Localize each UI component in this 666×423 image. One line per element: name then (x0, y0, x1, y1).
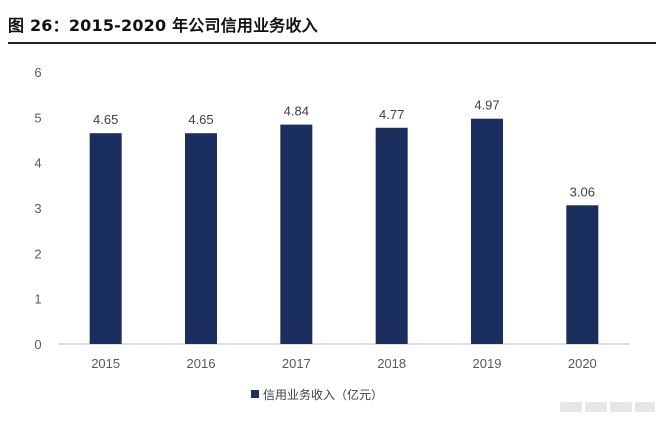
x-tick-label: 2020 (568, 356, 597, 371)
y-tick-label: 2 (34, 246, 41, 261)
data-label: 4.65 (93, 112, 118, 127)
title-rule (8, 42, 656, 44)
data-label: 4.97 (474, 98, 499, 113)
bar (566, 205, 599, 344)
legend-swatch (251, 390, 259, 398)
watermark-logo (560, 402, 655, 412)
data-label: 3.06 (570, 184, 595, 199)
bar (471, 118, 503, 345)
bar (375, 127, 408, 344)
y-tick-label: 3 (34, 201, 41, 216)
data-label: 4.77 (379, 107, 404, 122)
x-tick-label: 2017 (282, 356, 311, 371)
bar (280, 124, 313, 344)
y-tick-label: 0 (34, 337, 41, 352)
x-tick-label: 2016 (187, 356, 216, 371)
x-tick-label: 2015 (91, 356, 120, 371)
y-tick-label: 5 (34, 110, 41, 125)
bar (89, 133, 122, 344)
figure-title: 图 26：2015-2020 年公司信用业务收入 (8, 16, 318, 35)
bar (185, 133, 217, 344)
x-tick-label: 2019 (473, 356, 502, 371)
x-tick-label: 2018 (377, 356, 406, 371)
data-label: 4.84 (284, 104, 309, 119)
y-tick-label: 1 (34, 292, 41, 307)
legend-label: 信用业务收入（亿元） (263, 387, 383, 402)
y-tick-label: 6 (34, 65, 41, 80)
data-label: 4.65 (188, 112, 213, 127)
y-tick-label: 4 (34, 156, 41, 171)
